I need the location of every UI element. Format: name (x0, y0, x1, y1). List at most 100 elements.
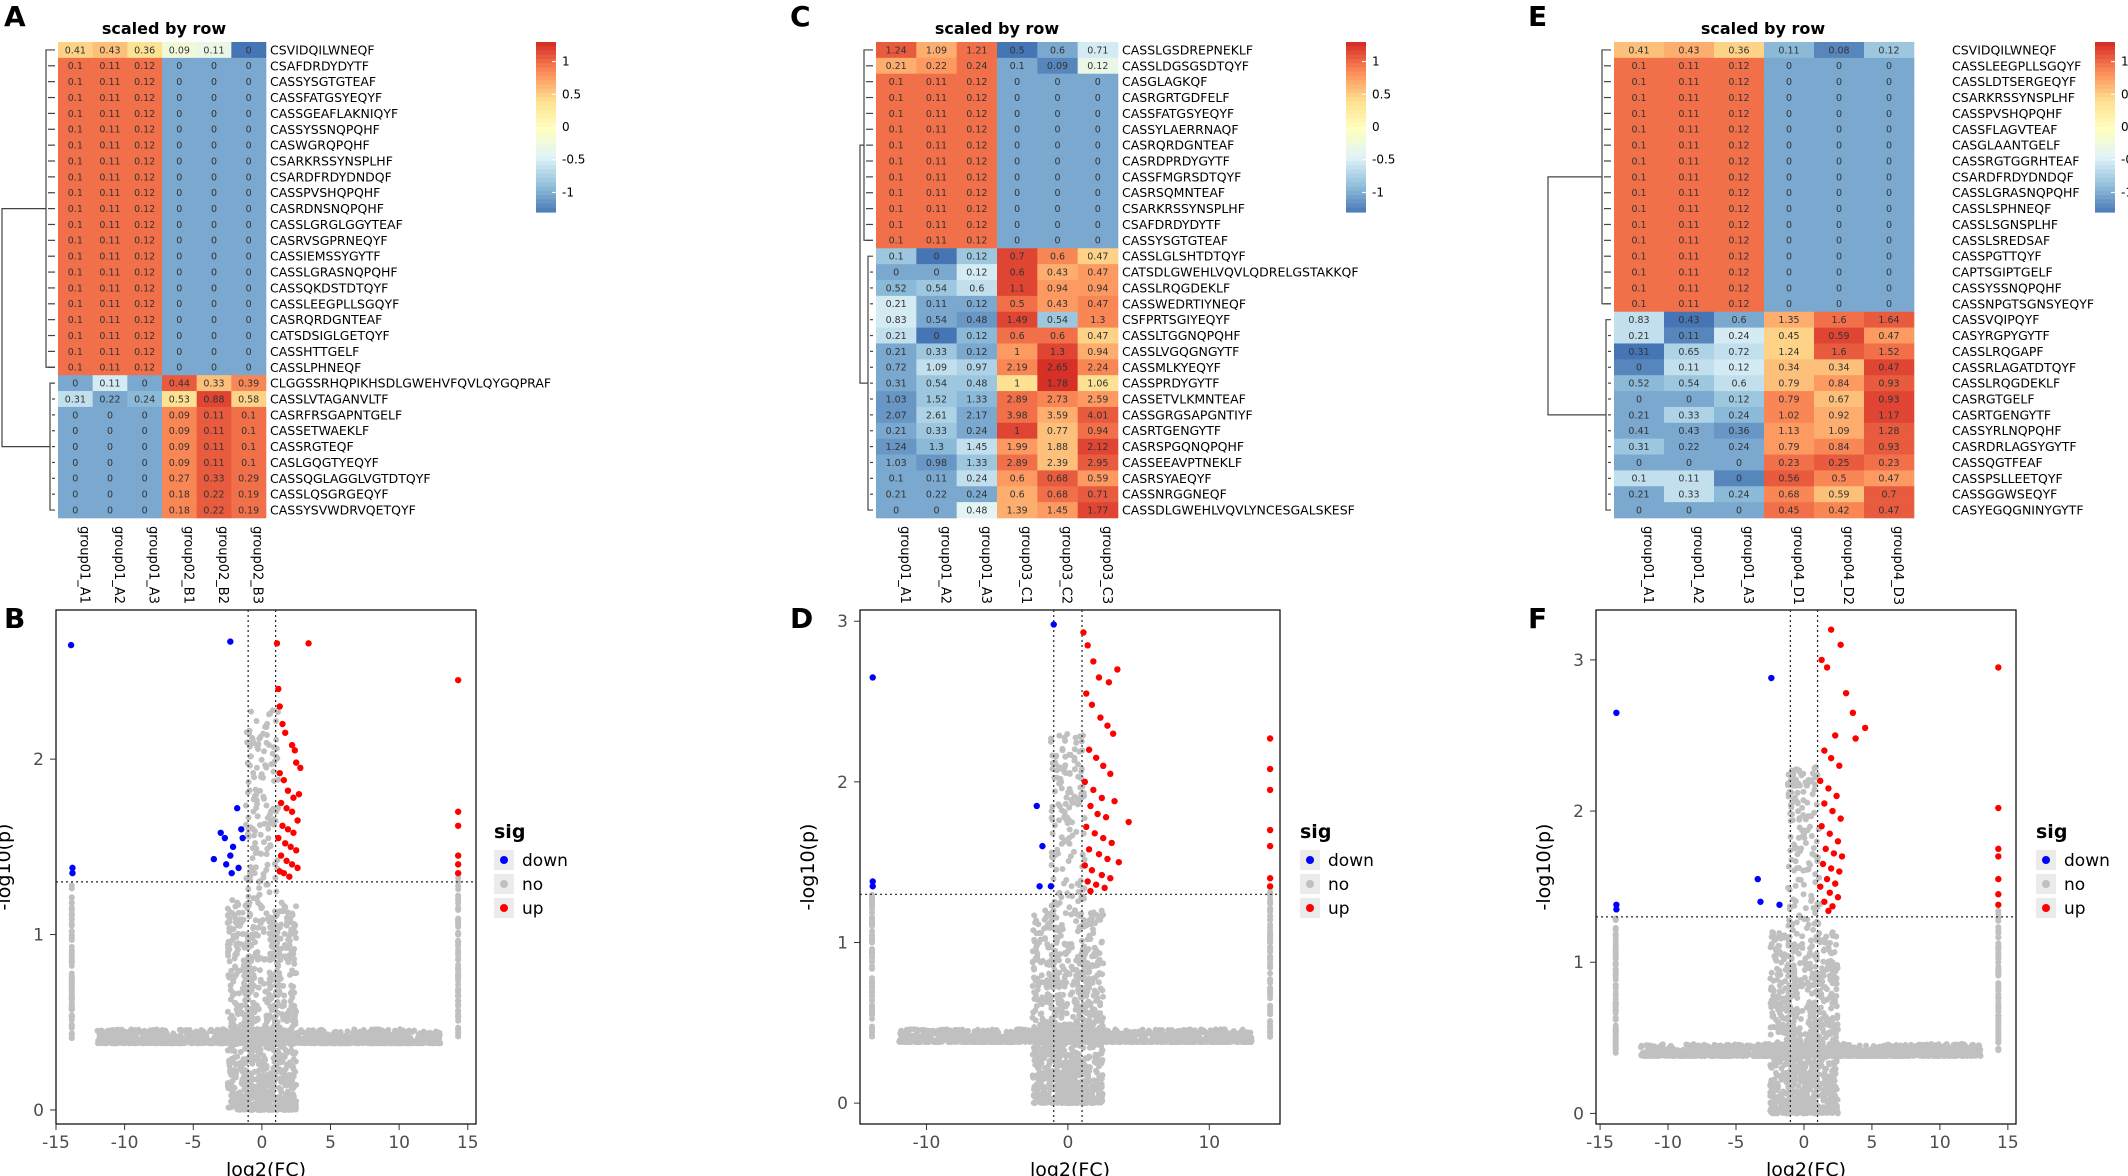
heatmap-e-cell-value: 0.1 (1631, 109, 1646, 120)
volcano-b-point-no (276, 1059, 283, 1066)
heatmap-c-legend-tick-label: 1 (1372, 55, 1380, 69)
heatmap-a-cell (127, 375, 163, 392)
heatmap-a-cell-value: 0.44 (169, 379, 190, 390)
heatmap-c-cell-value: 1.39 (1007, 505, 1028, 516)
heatmap-a-cell (92, 153, 128, 170)
heatmap-a-cell (127, 295, 163, 313)
panel-label-d: D (790, 602, 813, 635)
heatmap-e-cell-value: 0 (1786, 172, 1792, 183)
heatmap-e-cell-value: 0.12 (1878, 45, 1899, 56)
volcano-b-point-up (276, 769, 283, 777)
volcano-b-point-no (278, 921, 285, 928)
heatmap-a-cell-value: 0.1 (68, 188, 83, 199)
heatmap-e-cell-value: 1.52 (1878, 347, 1899, 358)
heatmap-c-cell-value: 2.89 (1007, 394, 1028, 405)
heatmap-a-cell (231, 391, 267, 408)
volcano-b-point-no (260, 730, 267, 737)
heatmap-a-cell-value: 0.12 (134, 363, 155, 374)
heatmap-a-cell-value: 0 (107, 458, 113, 469)
heatmap-a-cell (231, 311, 267, 328)
heatmap-e-legend-tick-label: 0.5 (2121, 87, 2128, 101)
heatmap-e-legend-swatch (2095, 195, 2115, 200)
heatmap-c-cell-value: 0 (1014, 125, 1020, 136)
volcano-b-point-no (289, 994, 296, 1001)
heatmap-e-cell-value: 0.93 (1878, 394, 1899, 405)
heatmap-a-cell (231, 248, 267, 265)
heatmap-a-cell (92, 105, 128, 122)
heatmap-a-cell-value: 0 (246, 267, 252, 278)
heatmap-c-cell-value: 1.1 (1010, 283, 1025, 294)
heatmap-c-cell-value: 0.47 (1087, 331, 1108, 342)
heatmap-e-cell-value: 0 (1836, 125, 1842, 136)
heatmap-e-cell-value: 0.36 (1728, 426, 1749, 437)
heatmap-c-row-label: CASSWEDRTIYNEQF (1122, 296, 1246, 311)
heatmap-c-row-label: CASSLDGSGSDTQYF (1122, 58, 1249, 73)
heatmap-e-cell-value: 0.08 (1828, 45, 1849, 56)
heatmap-a-legend-swatch (536, 105, 556, 111)
heatmap-e-cell-value: 0.11 (1778, 45, 1799, 56)
volcano-b-point-no (255, 924, 262, 931)
volcano-b-point-no (250, 770, 257, 777)
volcano-b-point-no (244, 1080, 251, 1087)
volcano-b-point-no (268, 808, 275, 815)
heatmap-e-cell-value: 0.45 (1778, 505, 1799, 516)
heatmap-a-cell-value: 0 (176, 141, 182, 152)
volcano-b-point-no (260, 1106, 267, 1113)
volcano-b-point-no (253, 1004, 260, 1011)
heatmap-a-cell-value: 0.11 (99, 125, 120, 136)
heatmap-a-cell-value: 0 (176, 156, 182, 167)
heatmap-a-cell (231, 200, 267, 217)
heatmap-e-cell-value: 1.28 (1878, 426, 1899, 437)
heatmap-a-cell (58, 121, 93, 138)
heatmap-a-cell (231, 343, 267, 360)
heatmap-a-cell (92, 375, 128, 392)
heatmap-e-cell-value: 0.54 (1678, 379, 1699, 390)
heatmap-e-cell-value: 0.21 (1628, 490, 1649, 501)
volcano-b-point-no (248, 1049, 255, 1056)
volcano-b-point-no (359, 1032, 366, 1039)
heatmap-a-cell (231, 375, 267, 392)
heatmap-e-row-label: CASSNPGTSGNSYEQYF (1952, 296, 2094, 311)
heatmap-a-cell-value: 0.11 (99, 109, 120, 120)
heatmap-a-cell-value: 0 (176, 331, 182, 342)
heatmap-a-cell-value: 0.11 (99, 252, 120, 263)
heatmap-a-cell-value: 0.22 (203, 505, 224, 516)
heatmap-e-cell-value: 0 (1786, 204, 1792, 215)
heatmap-a-cell (196, 438, 232, 455)
volcano-b-point-no (106, 1032, 113, 1039)
heatmap-c-cell-value: 1 (1014, 347, 1020, 358)
heatmap-a-cell-value: 0.12 (134, 220, 155, 231)
heatmap-a-cell-value: 0.12 (134, 188, 155, 199)
heatmap-e-row-label: CSARDFRDYDNDQF (1952, 169, 2074, 184)
heatmap-e-cell-value: 0.1 (1631, 283, 1646, 294)
heatmap-a-cell-value: 0.1 (68, 141, 83, 152)
heatmap-e-cell-value: 0.84 (1828, 379, 1849, 390)
volcano-b-legend-marker (500, 904, 508, 912)
heatmap-e-cell-value: 0 (1786, 252, 1792, 263)
volcano-b-point-no (455, 905, 462, 912)
volcano-b-point-no (264, 1018, 271, 1025)
heatmap-c-cell-value: 0.5 (1010, 45, 1025, 56)
volcano-b-legend-marker (500, 880, 508, 888)
heatmap-c-cell-value: 1.88 (1047, 442, 1068, 453)
heatmap-e-cell-value: 0.11 (1678, 236, 1699, 247)
heatmap-c-cell-value: 0 (1054, 172, 1060, 183)
heatmap-a-cell-value: 0 (72, 379, 78, 390)
volcano-b-point-no (290, 1049, 297, 1056)
heatmap-c-cell-value: 0.1 (889, 252, 904, 263)
heatmap-a-cell-value: 0 (246, 77, 252, 88)
heatmap-a-cell (231, 280, 267, 297)
heatmap-a-cell (58, 438, 93, 455)
heatmap-c-cell-value: 0 (933, 331, 939, 342)
volcano-b-point-no (292, 1006, 299, 1013)
heatmap-c-cell-value: 0 (1054, 236, 1060, 247)
heatmap-a-cell (162, 57, 197, 75)
heatmap-e-cell-value: 0.11 (1678, 141, 1699, 152)
heatmap-e-legend-swatch (2095, 199, 2115, 205)
heatmap-e-cell-value: 0.31 (1628, 347, 1649, 358)
heatmap-a-dendrogram-root (1, 208, 50, 448)
heatmap-c-row-label: CASSLGSDREPNEKLF (1122, 42, 1253, 57)
volcano-b-point-no (384, 1033, 391, 1040)
